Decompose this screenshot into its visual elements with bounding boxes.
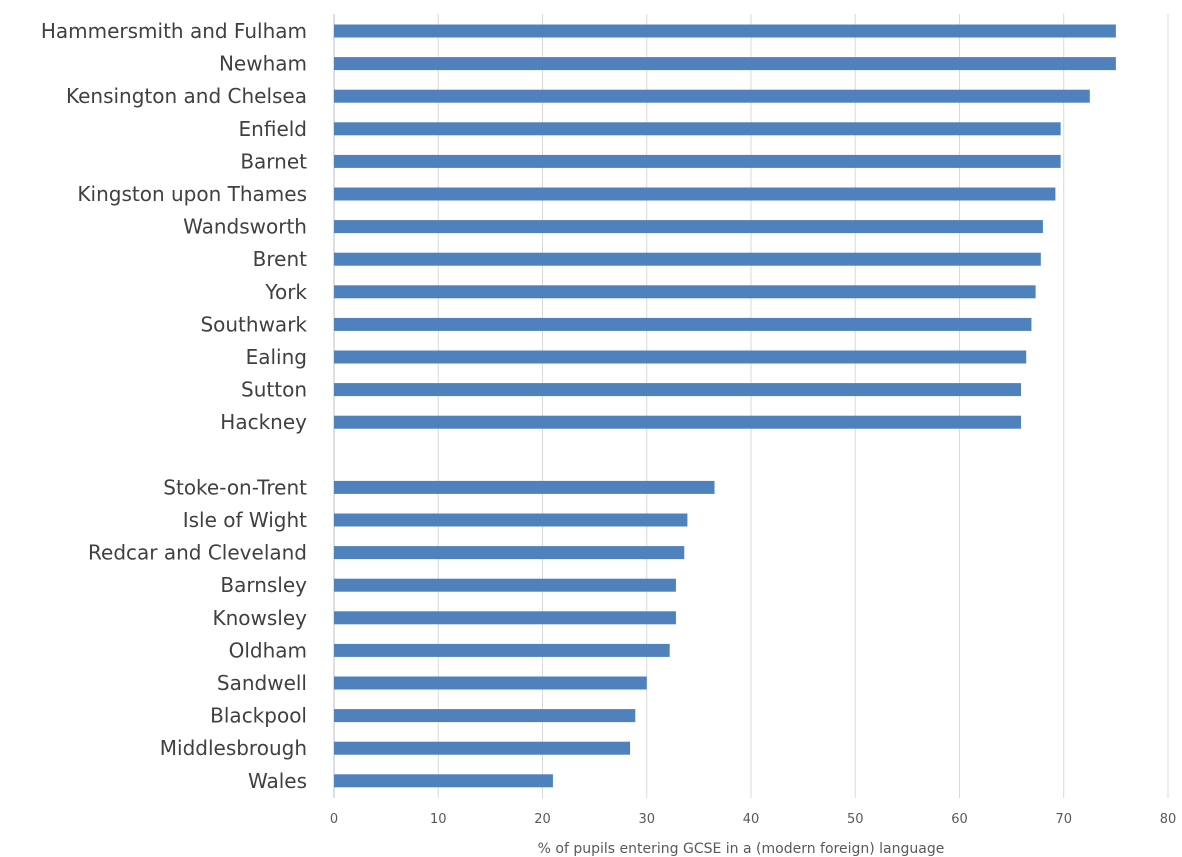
bar: [334, 24, 1116, 38]
category-label: Wandsworth: [183, 215, 307, 239]
category-label: Isle of Wight: [183, 508, 307, 532]
bar: [334, 187, 1056, 201]
category-label: Hackney: [220, 410, 307, 434]
gridlines: [333, 14, 1169, 798]
category-label: Redcar and Cleveland: [88, 541, 307, 565]
bar: [334, 676, 647, 690]
x-tick-label: 10: [430, 812, 447, 827]
x-tick-label: 60: [951, 812, 968, 827]
x-axis-title: % of pupils entering GCSE in a (modern f…: [538, 841, 945, 857]
x-tick-labels: 0 10 20 30 40 50 60 70 80: [330, 812, 1176, 827]
bar: [334, 643, 670, 657]
bar: [334, 383, 1022, 397]
category-label: Hammersmith and Fulham: [41, 19, 307, 43]
bar: [334, 480, 715, 494]
x-tick-label: 40: [743, 812, 760, 827]
category-label: Brent: [253, 247, 307, 271]
bar: [334, 57, 1116, 71]
bar: [334, 317, 1032, 331]
category-label: Ealing: [246, 345, 307, 369]
bar: [334, 611, 676, 625]
category-label: Middlesbrough: [160, 736, 307, 760]
bar: [334, 350, 1027, 364]
category-label: Enfield: [239, 117, 307, 141]
category-label: Kingston upon Thames: [77, 182, 307, 206]
category-label: Knowsley: [212, 606, 307, 630]
x-tick-label: 0: [330, 812, 338, 827]
category-labels: Hammersmith and Fulham Newham Kensington a…: [41, 19, 308, 793]
bars: [334, 24, 1116, 788]
bar: [334, 415, 1022, 429]
category-label: Barnsley: [220, 573, 307, 597]
bar: [334, 546, 685, 560]
bar: [334, 154, 1061, 168]
bar: [334, 513, 688, 527]
bar: [334, 220, 1043, 234]
bar: [334, 285, 1036, 299]
category-label: Blackpool: [210, 704, 307, 728]
x-tick-label: 70: [1055, 812, 1072, 827]
category-label: Sandwell: [217, 671, 307, 695]
category-label: Barnet: [240, 149, 307, 173]
x-tick-label: 80: [1160, 812, 1177, 827]
category-label: York: [264, 280, 307, 304]
bar: [334, 89, 1090, 103]
bar: [334, 122, 1061, 136]
category-label: Kensington and Chelsea: [66, 84, 307, 108]
x-tick-label: 30: [638, 812, 655, 827]
x-tick-label: 50: [847, 812, 864, 827]
x-tick-label: 20: [534, 812, 551, 827]
category-label: Southwark: [200, 312, 307, 336]
bar: [334, 252, 1041, 266]
bar: [334, 709, 636, 723]
bar: [334, 774, 553, 788]
category-label: Oldham: [229, 638, 307, 662]
bar: [334, 578, 676, 592]
category-label: Wales: [248, 769, 307, 793]
category-label: Stoke-on-Trent: [163, 475, 307, 499]
category-label: Newham: [219, 52, 307, 76]
category-label: Sutton: [241, 378, 307, 402]
bar: [334, 741, 631, 755]
